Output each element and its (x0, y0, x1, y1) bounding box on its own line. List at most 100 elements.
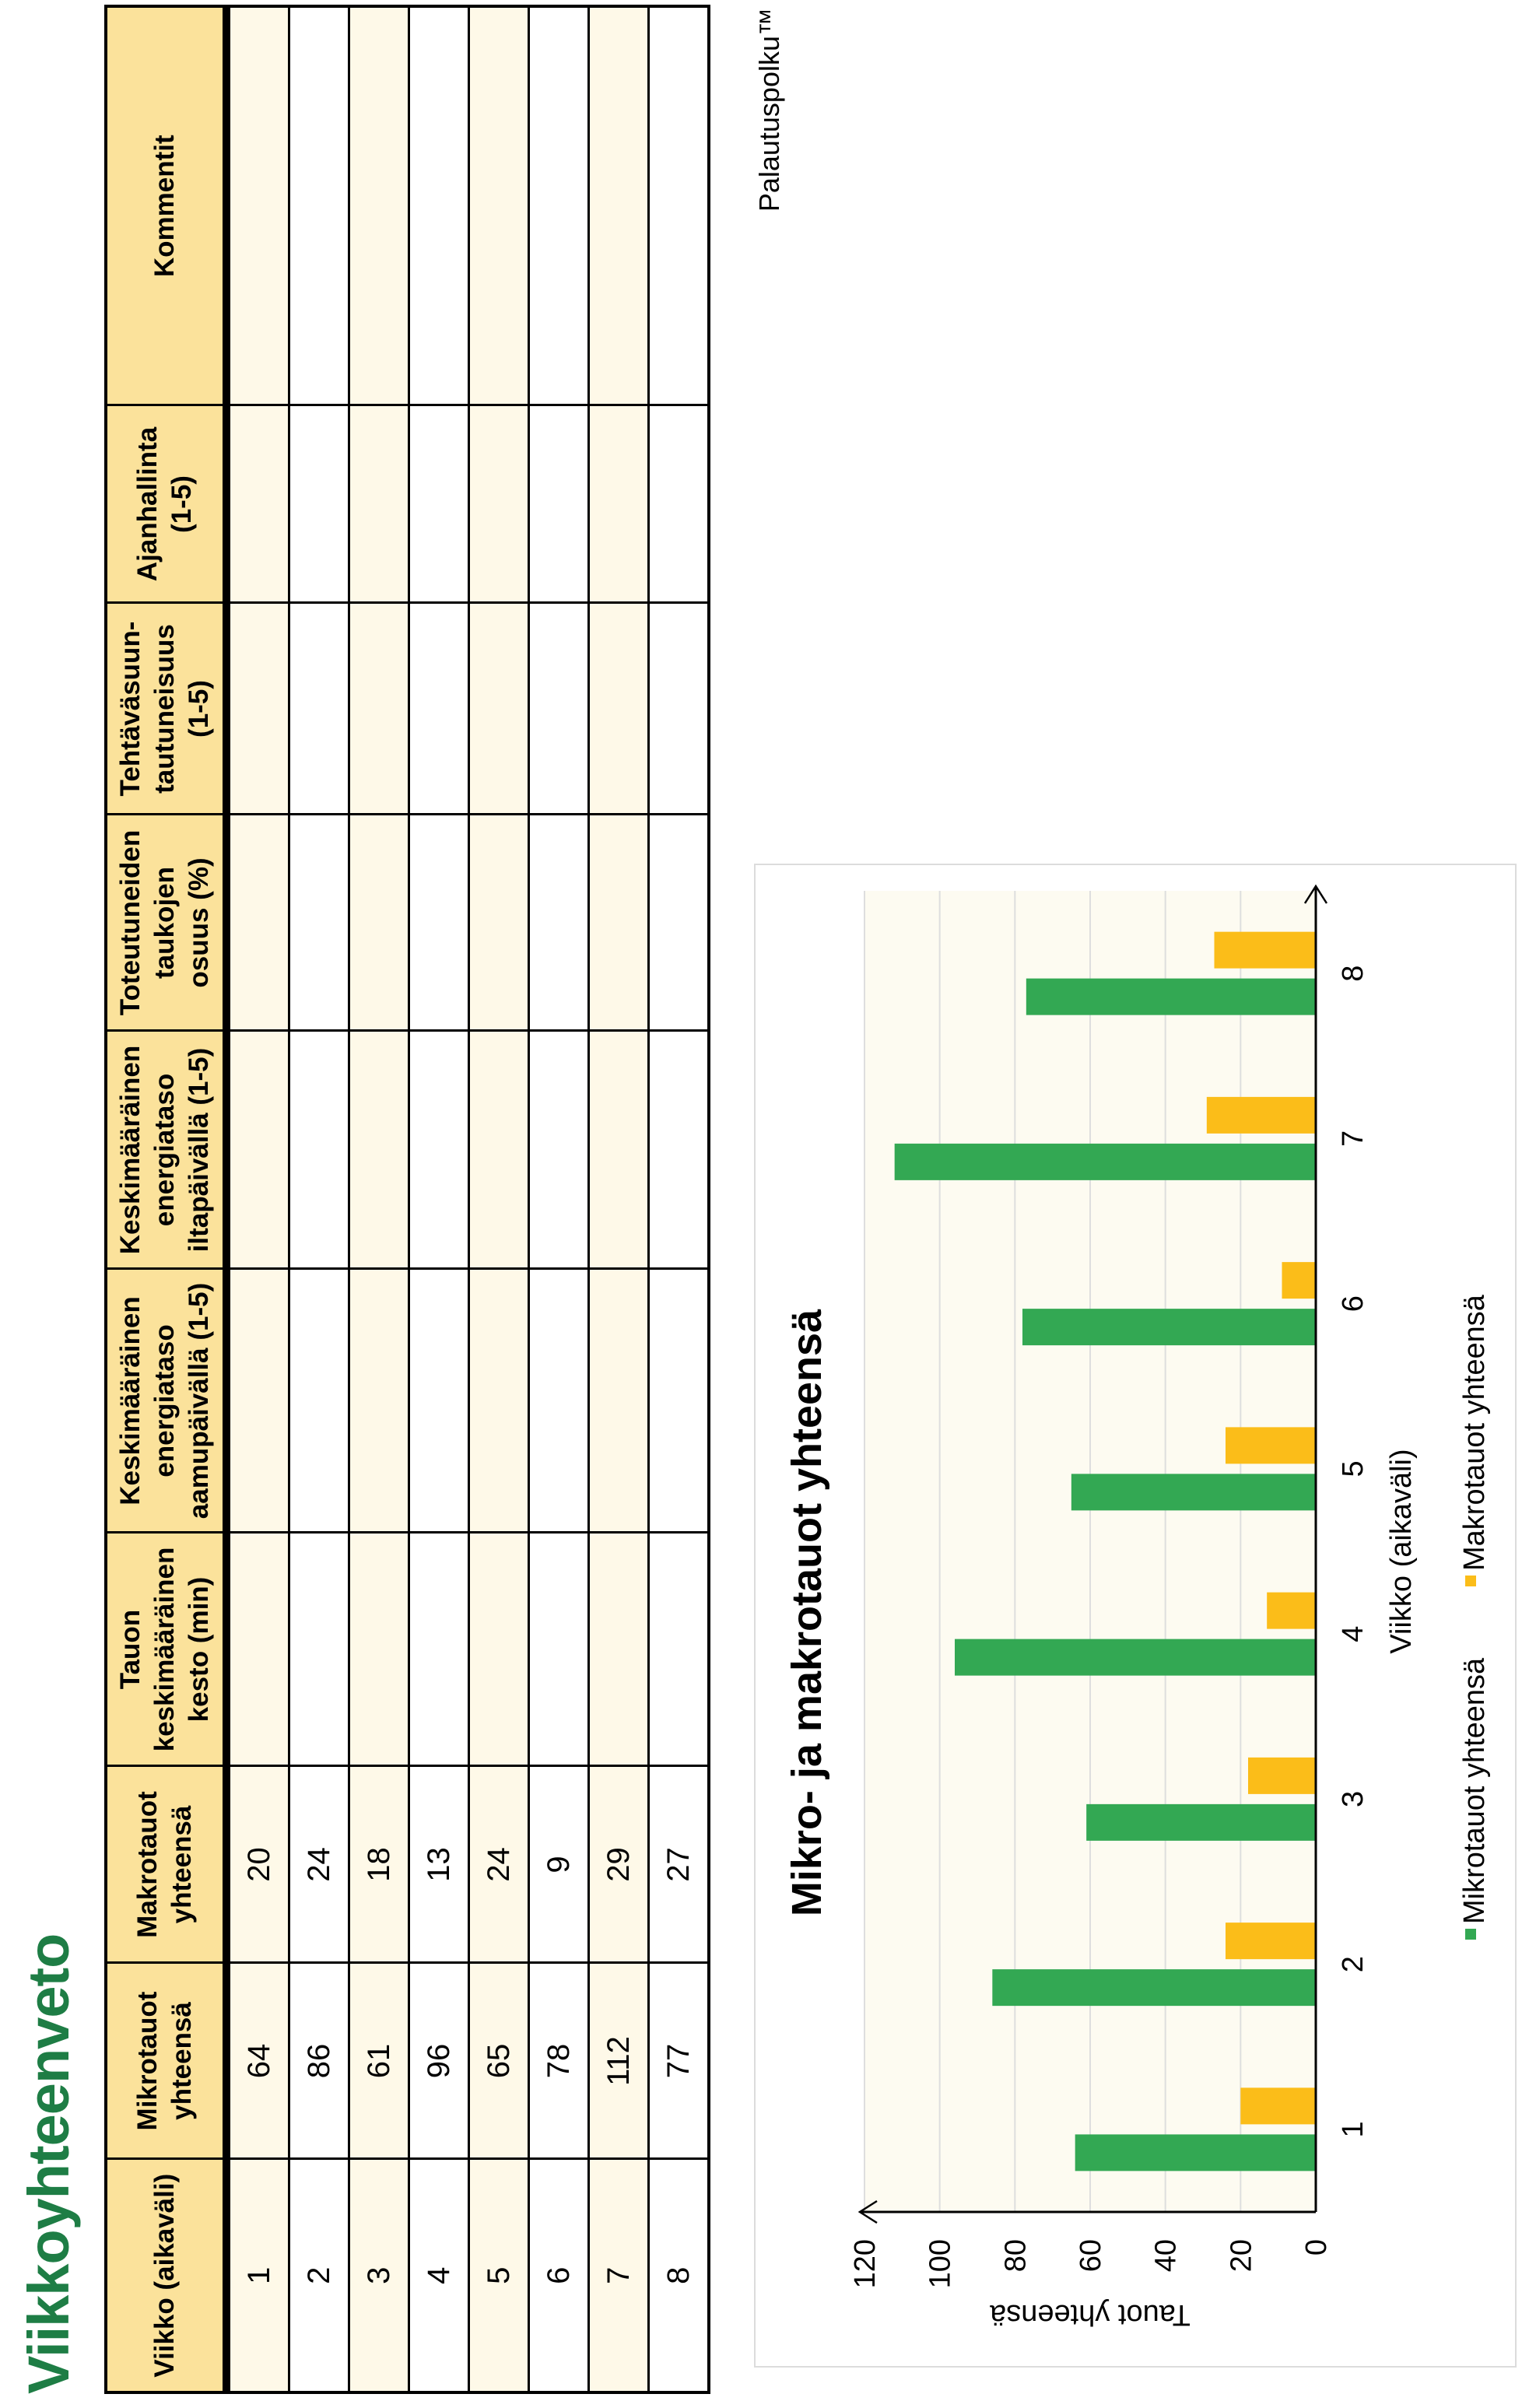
cell-time-management[interactable] (588, 405, 649, 603)
column-header-line: Viikko (aikaväli) (149, 2173, 180, 2378)
cell-comments[interactable] (588, 6, 649, 405)
cell-week: 8 (648, 2159, 709, 2392)
cell-time-management[interactable] (349, 405, 409, 603)
cell-energy-afternoon[interactable] (528, 1031, 589, 1269)
column-header-energy-morning: Keskimääräinen energiataso aamupäivällä (1… (106, 1269, 226, 1533)
cell-energy-morning[interactable] (409, 1269, 469, 1533)
cell-task-orientation[interactable] (349, 603, 409, 815)
cell-completed-breaks-pct[interactable] (468, 815, 529, 1031)
cell-task-orientation[interactable] (468, 603, 529, 815)
cell-completed-breaks-pct[interactable] (528, 815, 589, 1031)
legend-label: Makrotauot yhteensä (1458, 1294, 1491, 1571)
cell-energy-morning[interactable] (226, 1269, 289, 1533)
cell-avg-break-duration[interactable] (349, 1533, 409, 1766)
cell-week: 7 (588, 2159, 649, 2392)
bar-macro (1214, 931, 1316, 969)
cell-comments[interactable] (349, 6, 409, 405)
cell-task-orientation[interactable] (528, 603, 589, 815)
column-header-line: (1-5) (184, 680, 214, 738)
cell-time-management[interactable] (528, 405, 589, 603)
cell-comments[interactable] (468, 6, 529, 405)
chart-title: Mikro- ja makrotauot yhteensä (784, 1309, 830, 1916)
bar-micro (1026, 978, 1316, 1015)
cell-time-management[interactable] (289, 405, 349, 603)
cell-completed-breaks-pct[interactable] (648, 815, 709, 1031)
weekly-summary-table-container: Viikko (aikaväli) Mikrotauot yhteensä Makro… (104, 5, 710, 2394)
bar-micro (1075, 2134, 1316, 2171)
y-tick-label: 60 (1075, 2239, 1107, 2272)
cell-task-orientation[interactable] (409, 603, 469, 815)
cell-completed-breaks-pct[interactable] (226, 815, 289, 1031)
cell-completed-breaks-pct[interactable] (289, 815, 349, 1031)
cell-micro-total: 86 (289, 1963, 349, 2159)
cell-comments[interactable] (648, 6, 709, 405)
y-tick-label: 80 (999, 2239, 1032, 2272)
bar-macro (1240, 2087, 1316, 2125)
bar-micro (1086, 1803, 1316, 1841)
bar-micro (1071, 1474, 1316, 1511)
column-header-time-management: Ajanhallinta (1-5) (106, 405, 226, 603)
cell-energy-afternoon[interactable] (588, 1031, 649, 1269)
cell-avg-break-duration[interactable] (468, 1533, 529, 1766)
cell-energy-afternoon[interactable] (468, 1031, 529, 1269)
cell-energy-afternoon[interactable] (409, 1031, 469, 1269)
cell-task-orientation[interactable] (588, 603, 649, 815)
column-header-line: (1-5) (167, 475, 197, 533)
cell-completed-breaks-pct[interactable] (409, 815, 469, 1031)
cell-avg-break-duration[interactable] (409, 1533, 469, 1766)
bar-macro (1267, 1592, 1317, 1629)
cell-task-orientation[interactable] (226, 603, 289, 815)
column-header-line: Makrotauot (132, 1791, 163, 1938)
bar-macro (1282, 1262, 1316, 1299)
column-header-task-orientation: Tehtäväsuun-tautuneisuus (1-5) (106, 603, 226, 815)
cell-time-management[interactable] (648, 405, 709, 603)
column-header-line: osuus (%) (184, 857, 214, 988)
cell-task-orientation[interactable] (289, 603, 349, 815)
y-axis-arrow-icon (857, 2199, 878, 2224)
cell-energy-morning[interactable] (588, 1269, 649, 1533)
cell-comments[interactable] (409, 6, 469, 405)
cell-energy-morning[interactable] (349, 1269, 409, 1533)
cell-energy-morning[interactable] (468, 1269, 529, 1533)
cell-avg-break-duration[interactable] (528, 1533, 589, 1766)
bar-micro (1022, 1309, 1316, 1346)
cell-energy-afternoon[interactable] (648, 1031, 709, 1269)
column-header-comments: Kommentit (106, 6, 226, 405)
cell-time-management[interactable] (409, 405, 469, 603)
cell-energy-morning[interactable] (289, 1269, 349, 1533)
cell-macro-total: 29 (588, 1766, 649, 1963)
chart-svg: 0 20 40 60 80 100 120 1 2 3 4 5 6 7 8 Mikro- ja makrota… (784, 884, 1491, 2331)
cell-comments[interactable] (528, 6, 589, 405)
cell-energy-morning[interactable] (528, 1269, 589, 1533)
cell-avg-break-duration[interactable] (289, 1533, 349, 1766)
cell-energy-afternoon[interactable] (289, 1031, 349, 1269)
cell-macro-total: 9 (528, 1766, 589, 1963)
cell-time-management[interactable] (226, 405, 289, 603)
cell-micro-total: 64 (226, 1963, 289, 2159)
cell-completed-breaks-pct[interactable] (588, 815, 649, 1031)
cell-energy-afternoon[interactable] (226, 1031, 289, 1269)
cell-energy-morning[interactable] (648, 1269, 709, 1533)
table-row: 4 96 13 (409, 6, 469, 2392)
cell-task-orientation[interactable] (648, 603, 709, 815)
column-header-line: yhteensä (167, 2002, 197, 2120)
x-tick-label: 7 (1337, 1130, 1369, 1147)
column-header-line: Kommentit (149, 135, 180, 278)
column-header-line: energiataso (149, 1324, 180, 1477)
cell-comments[interactable] (226, 6, 289, 405)
cell-completed-breaks-pct[interactable] (349, 815, 409, 1031)
cell-avg-break-duration[interactable] (226, 1533, 289, 1766)
column-header-line: iltapäivällä (1-5) (184, 1047, 214, 1253)
cell-avg-break-duration[interactable] (588, 1533, 649, 1766)
cell-comments[interactable] (289, 6, 349, 405)
cell-energy-afternoon[interactable] (349, 1031, 409, 1269)
column-header-micro-total: Mikrotauot yhteensä (106, 1963, 226, 2159)
x-tick-label: 3 (1337, 1791, 1369, 1807)
table-row: 5 65 24 (468, 6, 529, 2392)
cell-avg-break-duration[interactable] (648, 1533, 709, 1766)
cell-time-management[interactable] (468, 405, 529, 603)
table-row: 2 86 24 (289, 6, 349, 2392)
table-row: 8 77 27 (648, 6, 709, 2392)
legend-swatch-micro (1465, 1929, 1476, 1940)
x-tick-label: 1 (1337, 2121, 1369, 2137)
